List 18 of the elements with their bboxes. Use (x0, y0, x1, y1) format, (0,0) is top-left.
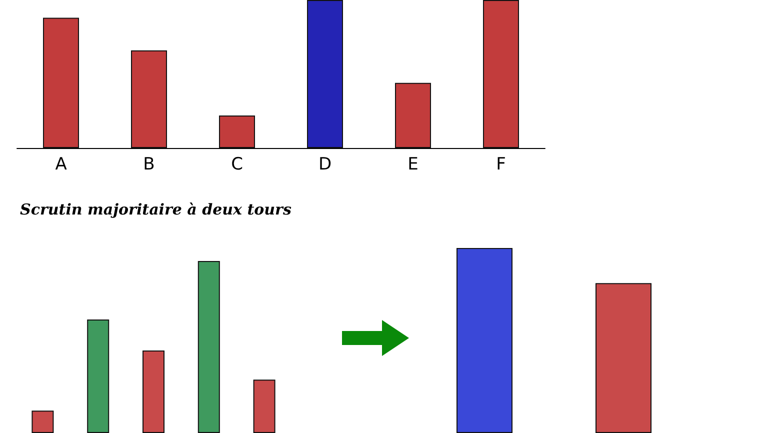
x-tick-label: B (143, 154, 155, 174)
bar (32, 410, 54, 433)
bar (307, 0, 343, 148)
x-tick-label: F (496, 154, 506, 174)
bar (87, 319, 110, 433)
bar (131, 50, 167, 148)
x-tick-label: E (408, 154, 418, 174)
x-tick-label: D (318, 154, 332, 174)
bar (219, 115, 255, 148)
x-tick-label: C (231, 154, 243, 174)
chart-title: Scrutin majoritaire à deux tours (20, 200, 292, 218)
bar (142, 350, 164, 433)
bar (43, 18, 79, 148)
bar (483, 0, 519, 148)
bar (198, 261, 220, 433)
bar (395, 82, 431, 148)
x-tick-label: A (55, 154, 68, 174)
bar (253, 380, 276, 433)
